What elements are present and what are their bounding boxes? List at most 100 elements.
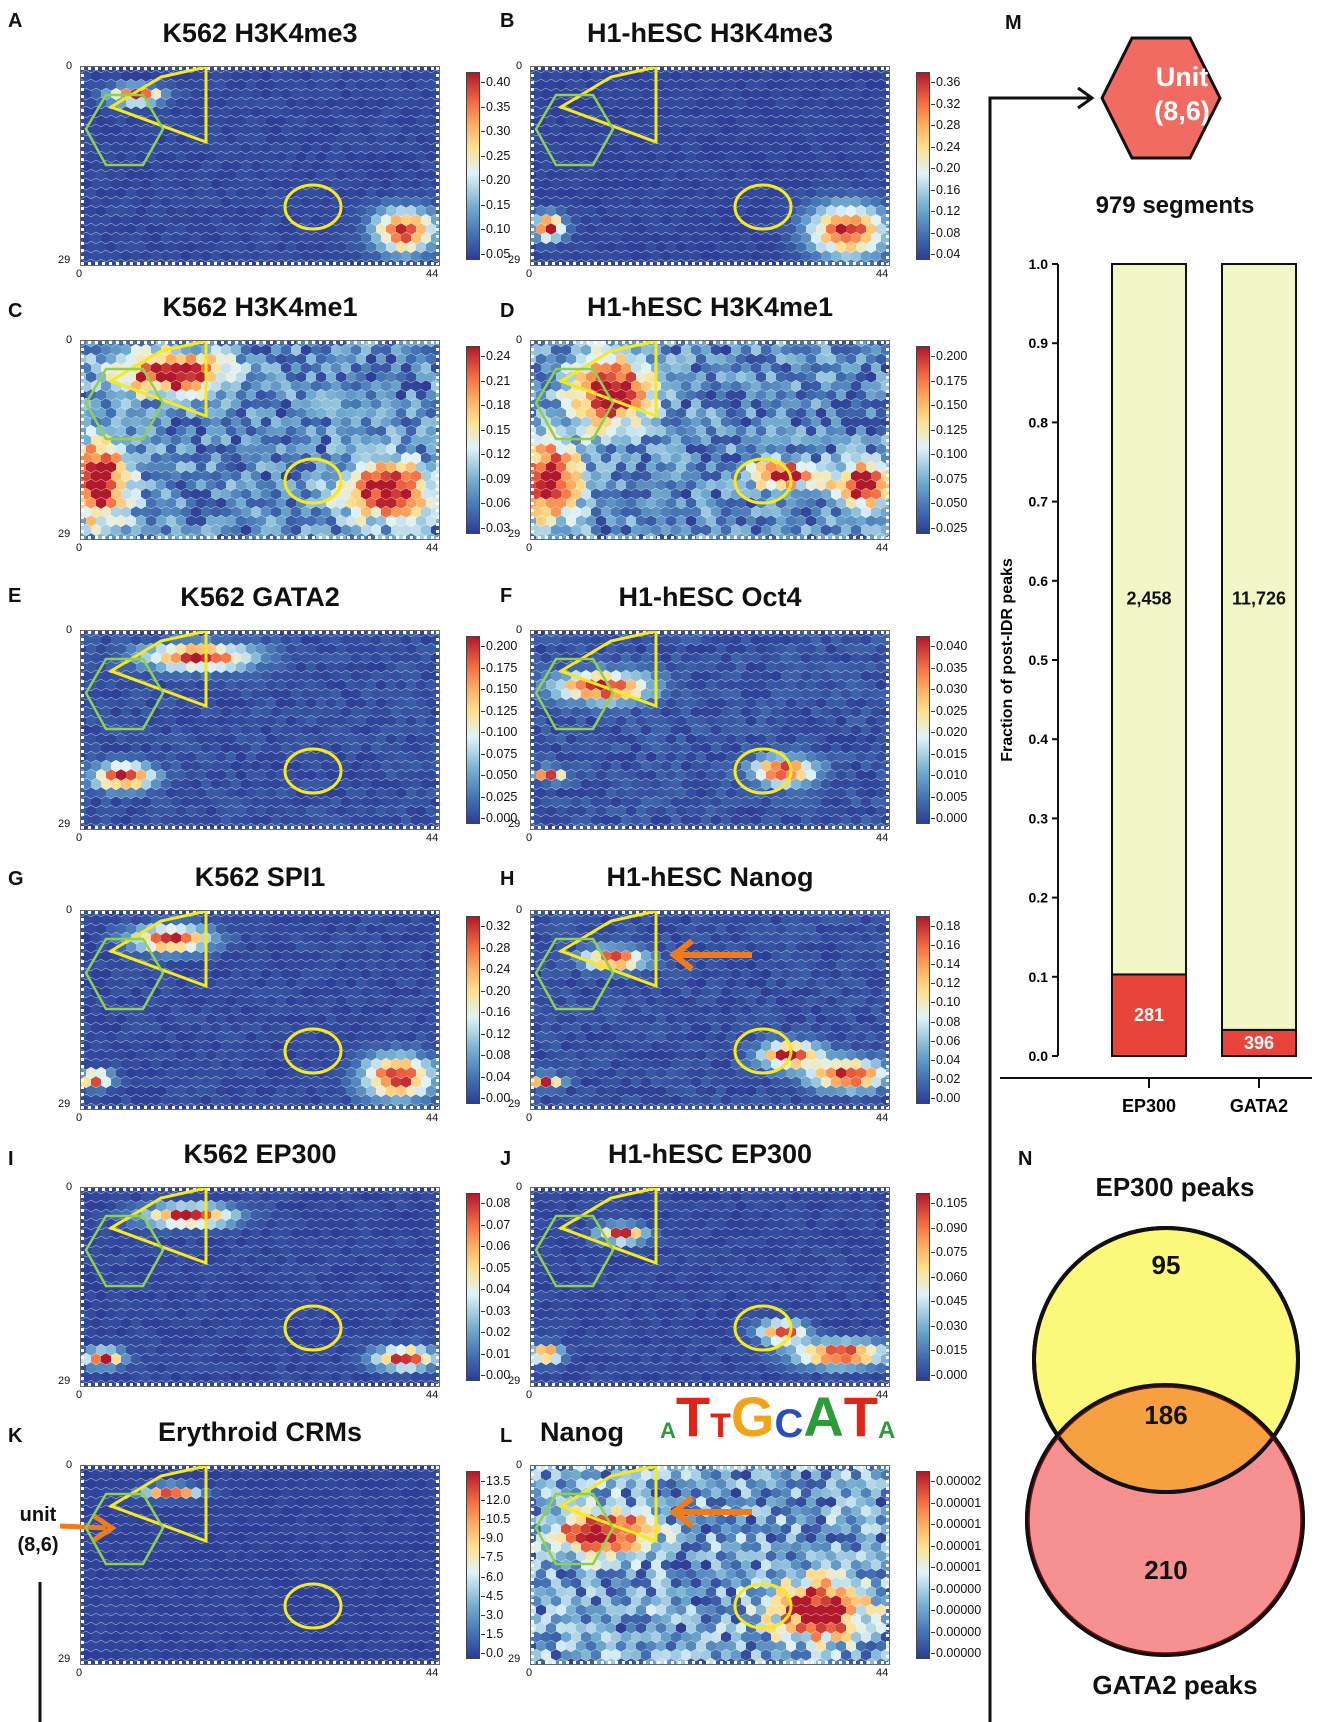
axis-tick-y-bottom: 29 xyxy=(508,818,521,830)
axis-tick-y-bottom: 29 xyxy=(58,1653,71,1665)
bar-value-label: 396 xyxy=(1244,1033,1274,1053)
colorbar-tick: 0.32 xyxy=(930,96,961,111)
colorbar-tick: 0.200 xyxy=(930,349,968,363)
axis-tick-y-top: 0 xyxy=(66,334,73,346)
ellipse-region xyxy=(733,747,793,795)
axis-tick-y-top: 0 xyxy=(516,334,523,346)
y-tick-label: 0.2 xyxy=(1029,890,1049,906)
colorbar-b xyxy=(916,72,930,260)
axis-tick-x-left: 0 xyxy=(76,1389,83,1401)
axis-tick-y-top: 0 xyxy=(66,60,73,72)
colorbar-tick: 0.200 xyxy=(480,639,518,653)
venn-bottom-label: GATA2 peaks xyxy=(1092,1670,1258,1700)
colorbar-tick: 0.12 xyxy=(930,976,961,991)
panel-m-connector xyxy=(988,36,1222,1722)
axis-tick-x-right: 44 xyxy=(876,1389,889,1401)
colorbar-tick: 0.015 xyxy=(930,1343,968,1358)
colorbar-tick: 0.10 xyxy=(930,995,961,1010)
colorbar-tick: 0.150 xyxy=(930,398,968,413)
ellipse-region xyxy=(733,1304,793,1352)
axis-tick-x-right: 44 xyxy=(426,542,439,554)
axis-tick-y-bottom: 29 xyxy=(508,528,521,540)
y-tick-label: 0.9 xyxy=(1029,335,1049,351)
colorbar-tick: 0.075 xyxy=(480,746,518,761)
venn-gata2-only: 210 xyxy=(1144,1555,1188,1585)
colorbar-tick: 0.28 xyxy=(480,940,511,955)
colorbar-tick: 6.0 xyxy=(480,1569,504,1584)
triangle-region xyxy=(557,341,658,419)
panel-letter-j: J xyxy=(500,1148,512,1170)
colorbar-tick: 0.12 xyxy=(480,447,511,462)
colorbar-tick: 0.015 xyxy=(930,746,968,761)
colorbar-tick: 0.14 xyxy=(930,957,961,972)
hexagon-region xyxy=(84,937,165,1011)
colorbar-tick: 0.08 xyxy=(930,225,961,240)
axis-tick-x-right: 44 xyxy=(876,832,889,844)
colorbar-tick: 0.16 xyxy=(930,182,961,197)
panel-title-h: H1-hESC Nanog xyxy=(606,862,814,892)
colorbar-tick: 0.18 xyxy=(930,919,961,933)
colorbar-tick: 0.16 xyxy=(930,938,961,953)
axis-tick-x-left: 0 xyxy=(76,542,83,554)
unit-label: unit (8,6) xyxy=(6,1500,70,1560)
y-tick-label: 0.0 xyxy=(1029,1048,1049,1064)
y-tick-label: 0.3 xyxy=(1029,810,1049,826)
colorbar-tick: 0.15 xyxy=(480,422,511,437)
panel-title-k: Erythroid CRMs xyxy=(157,1417,363,1447)
colorbar-tick: 0.000 xyxy=(480,811,518,825)
axis-tick-y-bottom: 29 xyxy=(508,1375,521,1387)
venn-overlap-region xyxy=(1034,1385,1298,1492)
ellipse-region xyxy=(283,747,343,795)
triangle-region xyxy=(557,1466,658,1544)
colorbar-tick: 0.08 xyxy=(480,1196,511,1210)
hexagon-region xyxy=(534,1492,615,1566)
axis-tick-x-left: 0 xyxy=(526,1389,533,1401)
ellipse-region xyxy=(283,457,343,505)
bar-segment xyxy=(1221,263,1297,1031)
colorbar-tick: 0.050 xyxy=(930,496,968,511)
hexagon-region xyxy=(534,367,615,441)
panel-title-l: Nanog xyxy=(540,1417,624,1447)
axis-tick-x-left: 0 xyxy=(526,542,533,554)
triangle-region xyxy=(557,631,658,709)
axis-tick-y-bottom: 29 xyxy=(58,818,71,830)
unit-label-line1: unit xyxy=(19,1504,57,1526)
colorbar-tick: 0.030 xyxy=(930,682,968,696)
heatmap-l xyxy=(530,1465,890,1665)
axis-tick-x-right: 44 xyxy=(426,1112,439,1124)
colorbar-tick: 1.5 xyxy=(480,1626,504,1641)
bar-value-label: 281 xyxy=(1134,1005,1164,1025)
colorbar-tick: 0.125 xyxy=(480,703,518,718)
colorbar-tick: 0.32 xyxy=(480,919,511,933)
colorbar-tick: 0.075 xyxy=(930,471,968,486)
panel-title-d: H1-hESC H3K4me1 xyxy=(586,292,834,322)
colorbar-tick: 0.35 xyxy=(480,99,511,114)
bar-value-label: 2,458 xyxy=(1126,589,1171,609)
colorbar-tick: 0.100 xyxy=(480,725,518,739)
unit-box-line2: (8,6) xyxy=(1154,96,1210,126)
colorbar-tick: 0.010 xyxy=(930,768,968,782)
triangle-region xyxy=(107,911,208,989)
panel-title-i: K562 EP300 xyxy=(183,1139,337,1169)
venn-diagram xyxy=(1025,1226,1305,1657)
heatmap-k xyxy=(80,1465,440,1665)
axis-tick-x-left: 0 xyxy=(526,1112,533,1124)
venn-ep300-only: 95 xyxy=(1151,1250,1181,1280)
panel-letter-l: L xyxy=(500,1425,513,1447)
colorbar-tick: 0.20 xyxy=(930,161,961,175)
bar-value-label: 11,726 xyxy=(1232,589,1286,609)
axis-tick-y-bottom: 29 xyxy=(508,1653,521,1665)
unit-box-label: Unit (8,6) xyxy=(1102,60,1262,128)
heatmap-g xyxy=(80,910,440,1110)
panel-letter-d: D xyxy=(500,300,515,322)
axis-tick-x-left: 0 xyxy=(76,268,83,280)
heatmap-j xyxy=(530,1187,890,1387)
axis-tick-y-bottom: 29 xyxy=(508,254,521,266)
colorbar-tick: 0.15 xyxy=(480,197,511,212)
bar-segment xyxy=(1111,973,1187,1058)
colorbar-tick: 0.000 xyxy=(930,1368,968,1382)
hexagon-region xyxy=(534,937,615,1011)
triangle-region xyxy=(107,1188,208,1266)
axis-tick-x-right: 44 xyxy=(426,1389,439,1401)
colorbar-tick: 0.150 xyxy=(480,682,518,696)
